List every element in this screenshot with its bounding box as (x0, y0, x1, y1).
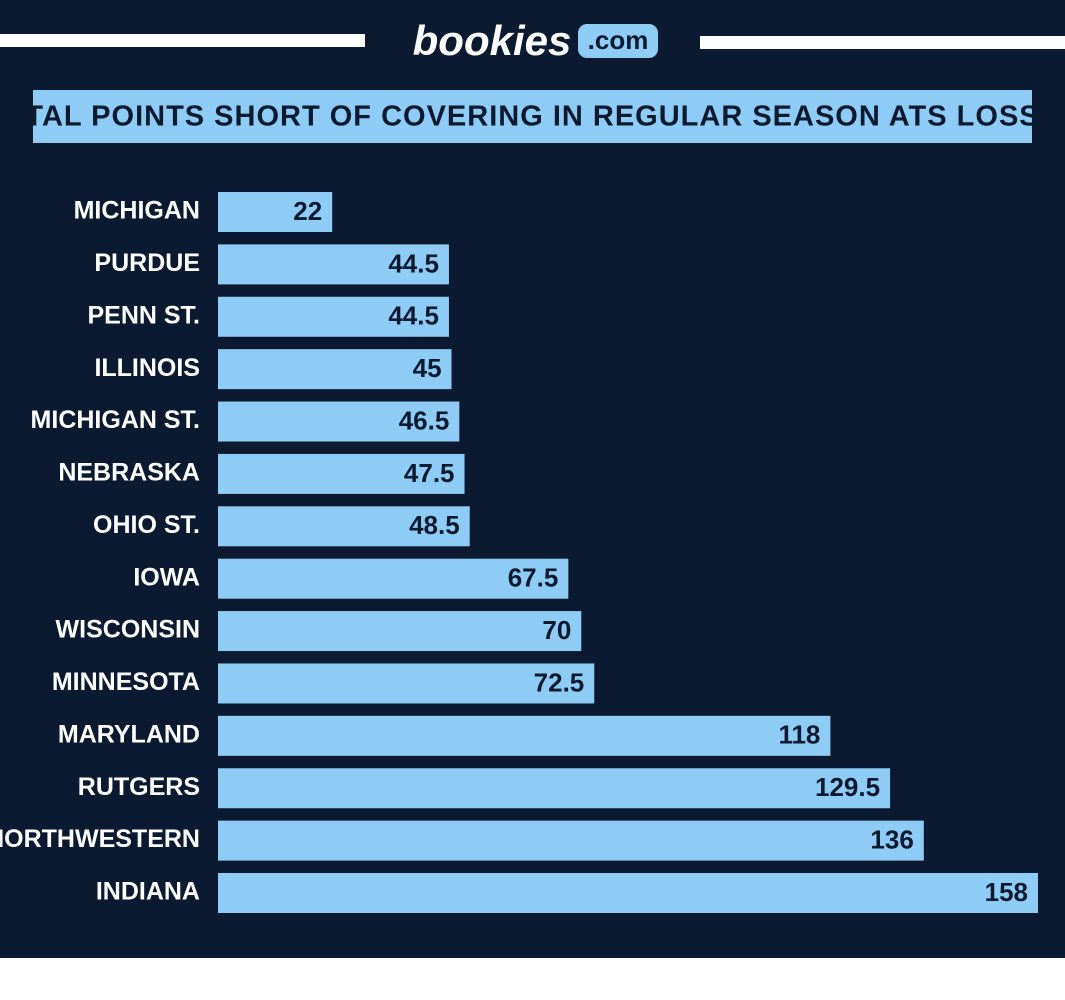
brand-badge (578, 24, 658, 58)
category-label: PURDUE (94, 249, 200, 277)
category-label: WISCONSIN (56, 616, 200, 644)
value-label: 136 (870, 824, 913, 854)
header-rule (700, 36, 1065, 49)
category-label: RUTGERS (78, 773, 200, 801)
category-label: INDIANA (96, 878, 200, 906)
value-label: 47.5 (404, 458, 455, 488)
bar (218, 296, 449, 337)
category-label: MARYLAND (58, 720, 200, 748)
category-label: MICHIGAN ST. (31, 406, 200, 434)
title-bar (33, 90, 1032, 143)
value-label: 72.5 (534, 667, 585, 697)
bar (218, 873, 1038, 913)
category-label: NEBRASKA (58, 459, 200, 487)
value-label: 118 (778, 720, 820, 750)
value-label: 22 (293, 196, 322, 226)
value-label: 44.5 (388, 248, 439, 278)
bar (218, 244, 449, 285)
category-label: OHIO ST. (93, 511, 200, 539)
bar (218, 349, 452, 390)
value-label: 158 (985, 877, 1028, 907)
chart-title: TOTAL POINTS SHORT OF COVERING IN REGULA… (0, 101, 1065, 133)
category-label: MINNESOTA (52, 668, 200, 696)
category-label: IOWA (133, 563, 200, 591)
bar (218, 768, 891, 809)
value-label: 48.5 (409, 510, 460, 540)
bar (218, 820, 924, 861)
header-rule (0, 34, 365, 47)
value-label: 44.5 (388, 301, 439, 331)
category-label: MICHIGAN (74, 197, 200, 225)
value-label: 46.5 (399, 405, 450, 435)
value-label: 129.5 (815, 772, 880, 802)
bar (218, 506, 470, 547)
bar (218, 663, 595, 704)
bar (218, 558, 569, 599)
value-label: 45 (413, 353, 442, 383)
category-label: NORTHWESTERN (0, 825, 200, 853)
category-label: PENN ST. (87, 301, 200, 329)
bar (218, 453, 465, 494)
bar (218, 611, 582, 652)
bar (218, 401, 460, 442)
value-label: 70 (542, 615, 571, 645)
brand: bookies (413, 17, 572, 64)
category-label: ILLINOIS (94, 354, 200, 382)
bar (218, 715, 831, 756)
value-label: 67.5 (508, 563, 559, 593)
bar (218, 192, 333, 232)
brand-domain: .com (588, 25, 649, 55)
